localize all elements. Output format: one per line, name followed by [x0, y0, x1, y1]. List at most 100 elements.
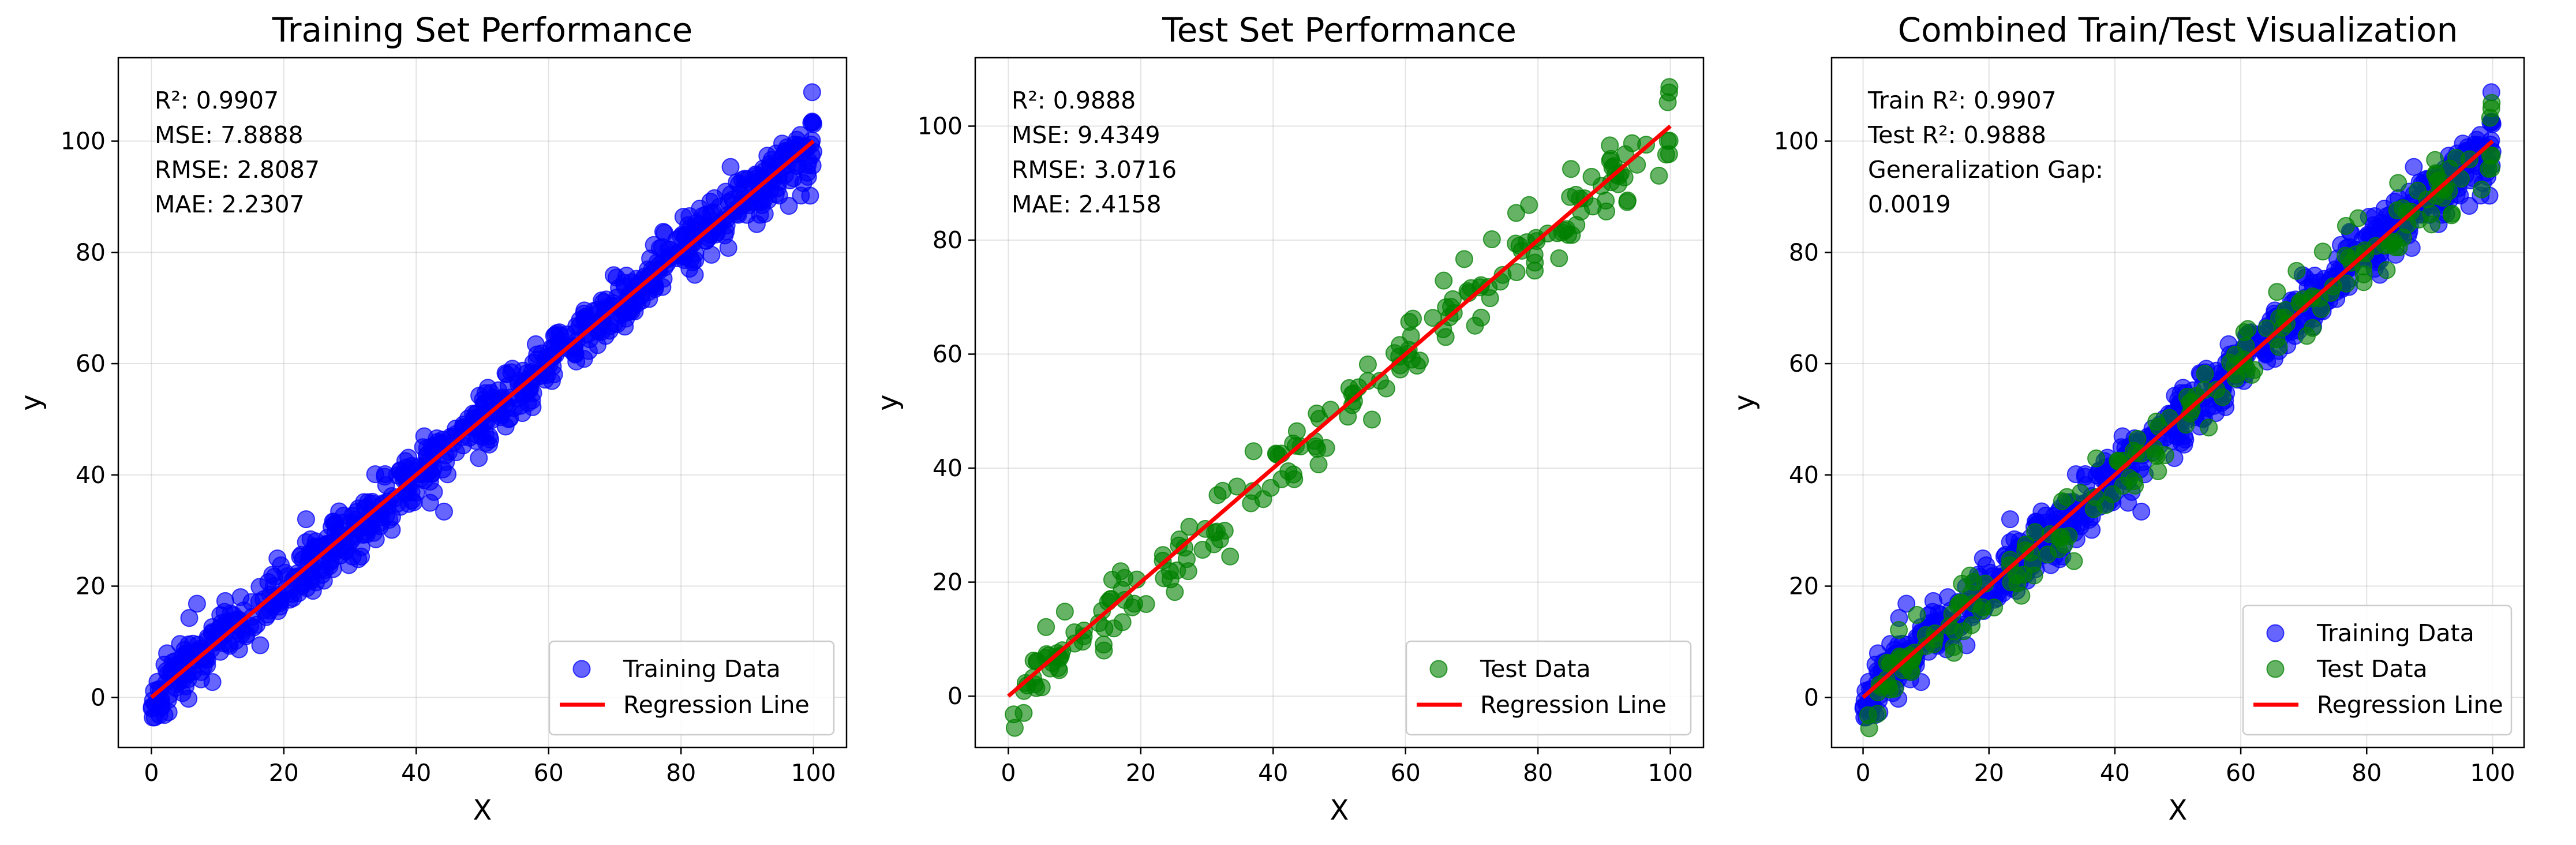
y-tick-label: 40 — [76, 461, 106, 489]
legend: Training Data Regression Line — [548, 640, 835, 736]
data-point — [1402, 327, 1420, 345]
y-tick-label: 20 — [1789, 573, 1819, 600]
data-point — [2277, 301, 2295, 319]
data-point — [1902, 663, 1920, 681]
data-point — [1601, 151, 1619, 170]
axes-frame — [117, 57, 848, 749]
data-point — [211, 642, 230, 661]
data-point — [180, 609, 199, 627]
data-point — [2237, 336, 2255, 355]
data-point — [2481, 109, 2499, 127]
data-point — [1261, 478, 1280, 497]
data-point — [2354, 265, 2373, 283]
data-point — [179, 690, 198, 708]
data-point — [686, 266, 704, 284]
data-point — [1582, 167, 1601, 186]
data-point — [1890, 620, 1908, 639]
x-tick-label: 20 — [1974, 759, 2004, 787]
data-point — [1658, 93, 1677, 111]
data-point — [1507, 204, 1525, 222]
y-tick-label: 0 — [948, 682, 963, 710]
x-tick-label: 80 — [2352, 759, 2382, 787]
data-point — [1244, 442, 1263, 461]
x-tick-label: 80 — [1523, 759, 1553, 787]
data-point — [1095, 641, 1113, 660]
data-point — [399, 495, 418, 513]
y-axis-label: y — [15, 394, 47, 410]
x-tick-label: 20 — [1126, 759, 1156, 787]
data-point — [2482, 159, 2500, 178]
data-point — [2443, 204, 2461, 223]
plot-area — [143, 83, 823, 727]
x-tick-label: 20 — [269, 759, 299, 787]
data-point — [2001, 510, 2019, 529]
stats-line: MSE: 7.8888 — [155, 121, 304, 149]
data-point — [318, 529, 336, 547]
y-tick-label: 20 — [76, 573, 106, 600]
data-point — [1550, 249, 1568, 267]
data-point — [1228, 477, 1246, 496]
stats-line: MSE: 9.4349 — [1012, 121, 1160, 149]
data-point — [576, 311, 595, 330]
data-point — [1193, 540, 1212, 559]
data-point — [467, 432, 485, 450]
data-point — [1466, 316, 1484, 335]
legend-label: Test Data — [2316, 655, 2428, 683]
data-point — [788, 130, 806, 149]
data-point — [2072, 513, 2091, 532]
data-point — [2177, 416, 2195, 434]
x-tick-label: 100 — [2470, 759, 2515, 787]
data-point — [251, 636, 269, 655]
panel-training: 0 20 40 60 80 100 0 20 40 60 80 100 Training Set Per… — [15, 10, 848, 827]
data-point — [546, 326, 564, 344]
data-point — [2084, 500, 2103, 518]
x-tick-label: 100 — [791, 759, 836, 787]
legend: Training Data Test Data Regression Line — [2242, 604, 2513, 736]
y-tick-label: 60 — [76, 350, 106, 377]
data-point — [613, 305, 631, 324]
data-point — [799, 156, 817, 174]
data-point — [1520, 196, 1538, 214]
axes-frame — [1830, 57, 2525, 749]
data-point — [1377, 379, 1395, 398]
data-point — [641, 249, 660, 268]
data-point — [1436, 328, 1455, 346]
data-point — [352, 547, 370, 566]
data-point — [2149, 462, 2167, 480]
y-tick-label: 60 — [933, 341, 963, 368]
data-point — [2036, 506, 2055, 525]
data-point — [1166, 583, 1184, 601]
x-tick-label: 60 — [2226, 759, 2256, 787]
legend-label: Training Data — [2316, 619, 2474, 647]
data-point — [2390, 238, 2408, 257]
legend: Test Data Regression Line — [1405, 640, 1692, 736]
plot-area — [1854, 83, 2502, 738]
data-point — [489, 381, 508, 399]
legend-label: Regression Line — [623, 691, 810, 719]
panel-title: Test Set Performance — [1162, 10, 1517, 50]
data-point — [1050, 661, 1068, 679]
y-tick-label: 100 — [61, 128, 106, 155]
data-point — [1660, 145, 1678, 163]
data-point — [1111, 562, 1130, 581]
data-point — [1618, 191, 1637, 210]
legend-label: Test Data — [1480, 655, 1591, 683]
data-point — [2312, 300, 2330, 319]
data-point — [2213, 388, 2231, 406]
y-tick-label: 0 — [1804, 683, 1819, 711]
data-point — [2087, 449, 2106, 468]
y-axis-label: y — [1728, 394, 1761, 410]
data-point — [1650, 166, 1668, 185]
regression-line — [150, 139, 815, 699]
data-point — [2071, 484, 2090, 502]
panel-test: 0 20 40 60 80 100 0 20 40 60 80 100 Test Set Perform… — [872, 10, 1705, 827]
plot-area — [1005, 78, 1679, 737]
data-point — [474, 391, 492, 409]
y-tick-label: 80 — [76, 238, 106, 266]
data-point — [1125, 595, 1143, 613]
data-point — [2287, 261, 2306, 280]
x-tick-label: 0 — [1001, 759, 1016, 787]
data-point — [2053, 492, 2071, 510]
data-point — [1963, 616, 1981, 634]
data-point — [1211, 530, 1229, 549]
